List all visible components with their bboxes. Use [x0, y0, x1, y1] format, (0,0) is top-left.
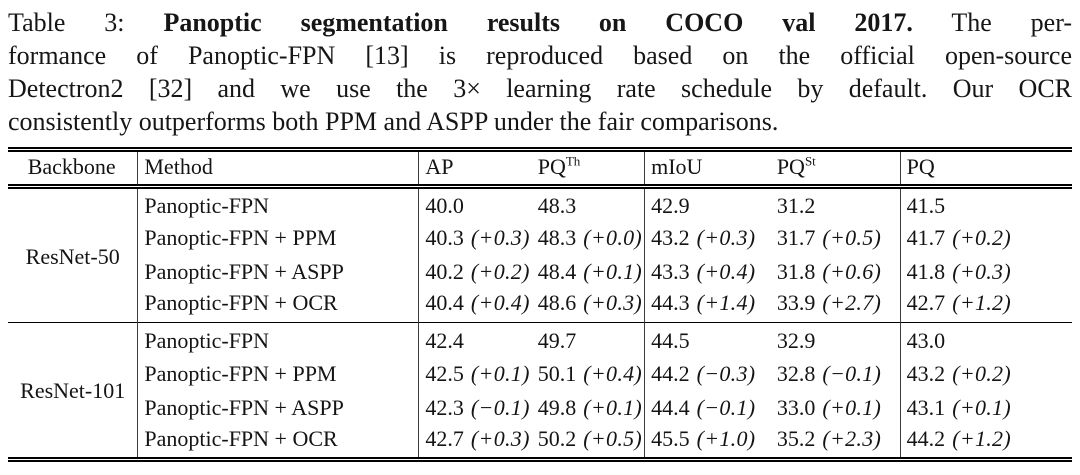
cell-ap: 42.7 (+0.3) [418, 424, 532, 459]
cell-method: Panoptic-FPN + OCR [137, 288, 419, 323]
cell-pq-st: 33.9 (+2.7) [776, 290, 882, 316]
cell-pq-st: 31.8 (+0.6) [776, 258, 882, 284]
cell-miou: 42.9 [644, 186, 771, 221]
cell-miou: 44.2 (−0.3) [644, 356, 771, 391]
cell-ap: 40.2 (+0.2) [418, 254, 532, 289]
cell-ap: 42.4 [418, 322, 532, 357]
table-row: ResNet-50 Panoptic-FPN 40.0 48.3 42.9 31… [8, 186, 1072, 269]
cell-miou: 44.4 (−0.1) [644, 390, 771, 425]
cell-method: Panoptic-FPN [137, 322, 419, 357]
cell-method: Panoptic-FPN + PPM [137, 220, 419, 255]
caption-bold-title: Panoptic segmentation results on COCO va… [163, 8, 913, 37]
table-row: Panoptic-FPN + OCR 40.4 (+0.4) 48.6 (+0.3)… [8, 288, 1072, 323]
cell-pq-th: 49.7 [537, 328, 577, 354]
backbone-label: ResNet-50 [25, 244, 120, 269]
cell-ap: 42.3 (−0.1) [418, 390, 532, 425]
caption-line-4: consistently outperforms both PPM and AS… [8, 107, 779, 136]
table-row: Panoptic-FPN + ASPP 42.3 (−0.1) 49.8 (+0.1… [8, 390, 1072, 425]
group-resnet-50: ResNet-50 Panoptic-FPN 40.0 48.3 42.9 31… [8, 186, 1072, 323]
results-table: Backbone Method AP PQTh mIoU PQSt PQ Res… [8, 147, 1072, 462]
table-row: ResNet-101 Panoptic-FPN 42.4 49.7 44.5 3… [8, 322, 1072, 403]
cell-ap: 40.4 (+0.4) [418, 288, 532, 323]
cell-pq: 41.7 (+0.2) [899, 220, 1072, 255]
caption-table-number: Table 3: [8, 8, 164, 37]
cell-pq-st: 35.2 (+2.3) [776, 425, 882, 451]
col-header-ap: AP [418, 149, 532, 189]
cell-pq-st: 32.8 (−0.1) [776, 360, 882, 386]
cell-miou: 43.2 (+0.3) [644, 220, 771, 255]
pq-st-superscript: St [804, 153, 816, 169]
cell-miou: 44.5 [644, 322, 771, 357]
caption-line-1: Table 3: Panoptic segmentation results o… [8, 6, 1072, 39]
col-header-backbone: Backbone [8, 149, 138, 189]
cell-pq: 43.1 (+0.1) [899, 390, 1072, 425]
col-header-pq-th: PQTh [531, 149, 645, 189]
cell-pq-st: 33.0 (+0.1) [776, 394, 882, 420]
pq-th-superscript: Th [565, 153, 581, 169]
caption-line-3: Detectron2 [32] and we use the 3× learni… [8, 74, 1072, 103]
col-header-pq: PQ [899, 149, 1072, 189]
pq-th-base: PQ [537, 154, 566, 179]
col-header-miou: mIoU [644, 149, 771, 189]
cell-pq-st: 31.7 (+0.5) [776, 224, 882, 250]
cell-pq-th: 48.3 (+0.0) [537, 224, 643, 250]
cell-ap: 42.5 (+0.1) [418, 356, 532, 391]
col-header-method: Method [137, 149, 419, 189]
cell-miou: 43.3 (+0.4) [644, 254, 771, 289]
col-header-pq-st: PQSt [770, 149, 901, 189]
cell-pq: 43.2 (+0.2) [899, 356, 1072, 391]
header-row: Backbone Method AP PQTh mIoU PQSt PQ [8, 149, 1072, 189]
cell-method: Panoptic-FPN + ASPP [137, 254, 419, 289]
cell-pq-th: 48.3 [537, 193, 577, 219]
table-row: Panoptic-FPN + OCR 42.7 (+0.3) 50.2 (+0.5)… [8, 424, 1072, 459]
cell-pq-th: 50.1 (+0.4) [537, 360, 643, 386]
cell-pq-th: 48.4 (+0.1) [537, 258, 643, 284]
table-row: Panoptic-FPN + ASPP 40.2 (+0.2) 48.4 (+0.1… [8, 254, 1072, 289]
group-resnet-101: ResNet-101 Panoptic-FPN 42.4 49.7 44.5 3… [8, 322, 1072, 459]
cell-pq: 42.7 (+1.2) [899, 288, 1072, 323]
pq-st-base: PQ [776, 154, 805, 179]
backbone-label: ResNet-101 [20, 378, 126, 404]
cell-method: Panoptic-FPN + OCR [137, 424, 419, 459]
cell-miou: 44.3 (+1.4) [644, 288, 771, 323]
table-row: Panoptic-FPN + PPM 42.5 (+0.1) 50.1 (+0.4)… [8, 356, 1072, 391]
cell-pq-th: 48.6 (+0.3) [537, 290, 643, 316]
caption-line-1-rest: The per- [951, 8, 1073, 37]
cell-pq: 43.0 [899, 322, 1072, 357]
cell-pq: 41.5 [899, 186, 1072, 221]
cell-pq-st: 31.2 [776, 193, 816, 219]
cell-pq-th: 50.2 (+0.5) [537, 425, 643, 451]
cell-method: Panoptic-FPN [137, 186, 419, 221]
cell-pq-st: 32.9 [776, 328, 816, 354]
cell-method: Panoptic-FPN + PPM [137, 356, 419, 391]
cell-ap: 40.3 (+0.3) [418, 220, 532, 255]
caption-line-2: formance of Panoptic-FPN [13] is reprodu… [8, 41, 1072, 70]
cell-method: Panoptic-FPN + ASPP [137, 390, 419, 425]
cell-pq: 44.2 (+1.2) [899, 424, 1072, 459]
cell-ap: 40.0 [418, 186, 532, 221]
cell-pq-th: 49.8 (+0.1) [537, 394, 643, 420]
cell-miou: 45.5 (+1.0) [644, 424, 771, 459]
table-row: Panoptic-FPN + PPM 40.3 (+0.3) 48.3 (+0.0)… [8, 220, 1072, 255]
table-caption: Table 3: Panoptic segmentation results o… [8, 6, 1072, 138]
cell-pq: 41.8 (+0.3) [899, 254, 1072, 289]
